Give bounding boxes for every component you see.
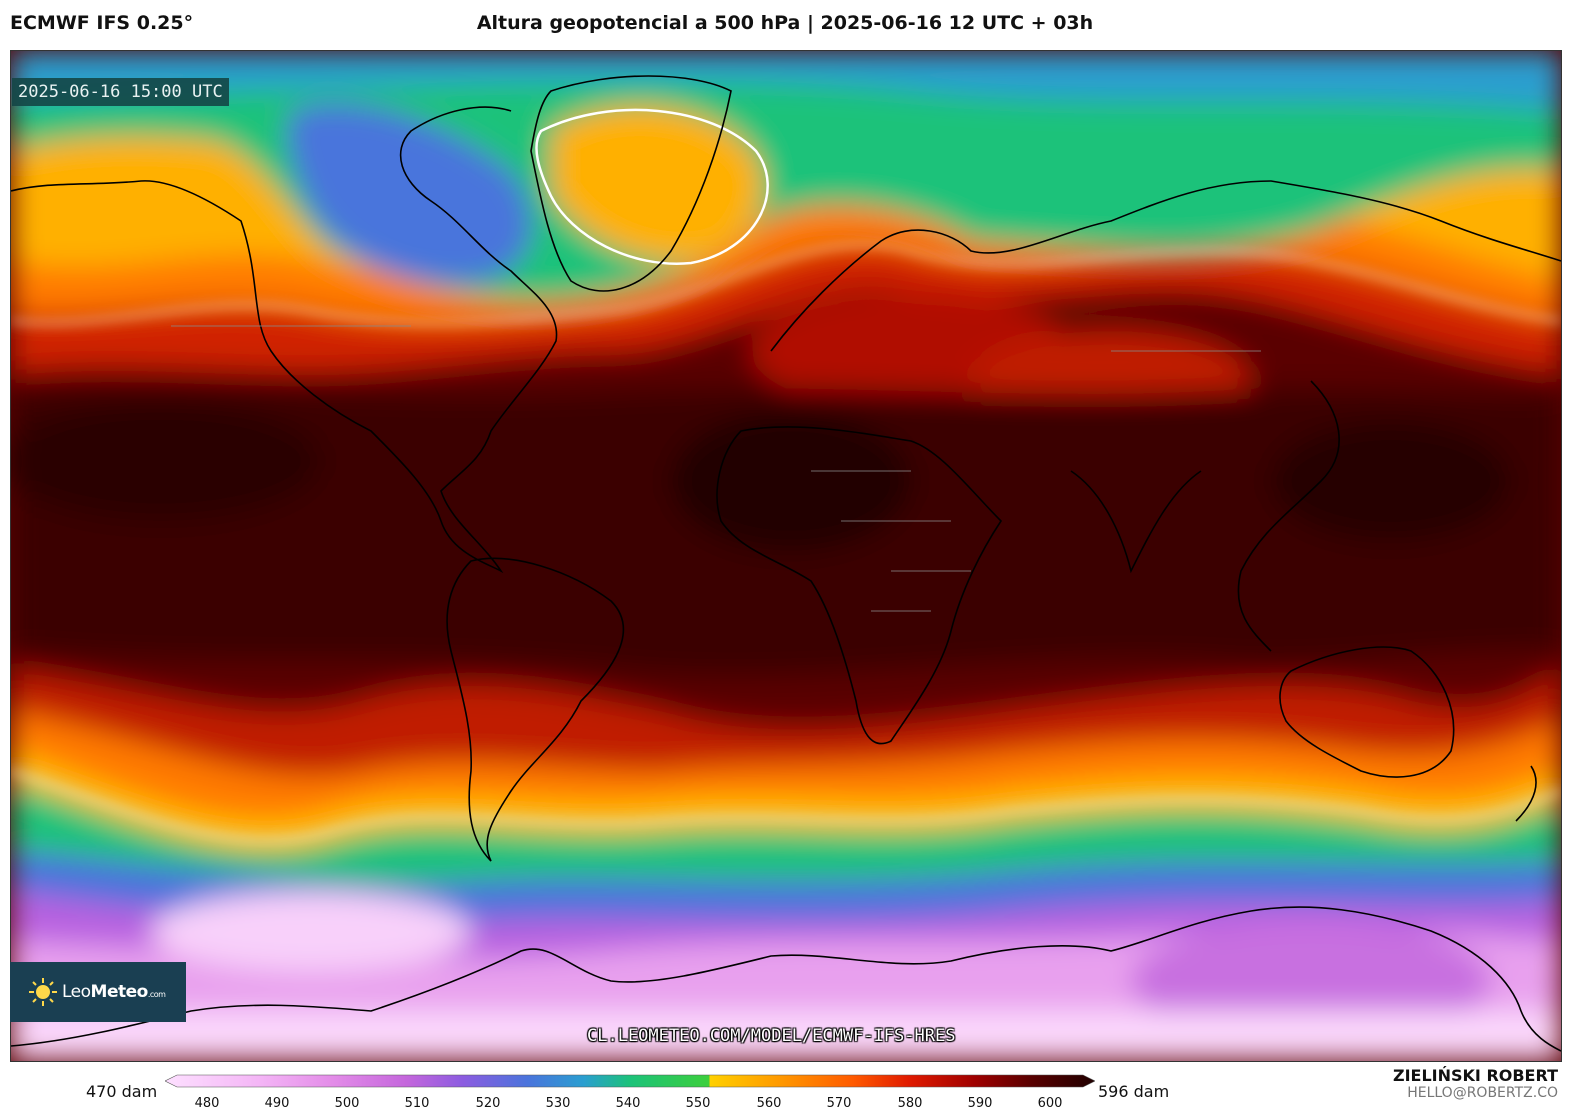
geopotential-map: [10, 50, 1562, 1062]
coastlines: [11, 75, 1561, 1052]
colorbar-tick: 580: [897, 1096, 923, 1111]
coast-antarctica: [11, 906, 1561, 1052]
sun-icon: [28, 977, 58, 1007]
field-layer: [11, 51, 1561, 1061]
brand-text: LeoMeteo.com: [62, 982, 166, 1002]
colorbar-min-label: 470 dam: [86, 1082, 158, 1101]
colorbar-tick: 520: [475, 1096, 501, 1111]
colorbar-tick: 600: [1037, 1096, 1063, 1111]
colorbar-tick: 530: [545, 1096, 571, 1111]
colorbar-tick: 510: [404, 1096, 430, 1111]
colorbar-tick: 550: [685, 1096, 711, 1111]
map-title: Altura geopotencial a 500 hPa | 2025-06-…: [476, 12, 1094, 34]
coast-greenland: [530, 75, 732, 292]
coast-africa: [716, 426, 1003, 745]
colorbar-tick: 500: [334, 1096, 360, 1111]
valid-time-label: 2025-06-16 15:00 UTC: [12, 78, 229, 106]
colorbar: [165, 1074, 1095, 1088]
colorbar-tick: 490: [264, 1096, 290, 1111]
source-url: CL.LEOMETEO.COM/MODEL/ECMWF-IFS-HRES: [587, 1026, 956, 1046]
coast-australia: [1279, 646, 1455, 778]
colorbar-tick: 570: [826, 1096, 852, 1111]
colorbar-max-label: 596 dam: [1098, 1082, 1170, 1101]
colorbar-tick: 560: [756, 1096, 782, 1111]
author-email: HELLO@ROBERTZ.CO: [1407, 1085, 1558, 1101]
coast-south-america: [446, 557, 625, 862]
colorbar-tick: 480: [194, 1096, 220, 1111]
colorbar-tick: 590: [967, 1096, 993, 1111]
colorbar-tick: 540: [615, 1096, 641, 1111]
model-name: ECMWF IFS 0.25°: [10, 12, 194, 34]
brand-logo: LeoMeteo.com: [10, 962, 186, 1022]
colorbar-ticks: 480 490 500 510 520 530 540 550 560 570 …: [0, 1096, 1570, 1114]
coast-eurasia: [770, 180, 1561, 352]
author-credit: ZIELIŃSKI ROBERT HELLO@ROBERTZ.CO: [1393, 1066, 1558, 1101]
coast-north-america: [11, 106, 558, 574]
author-name: ZIELIŃSKI ROBERT: [1392, 1066, 1558, 1085]
